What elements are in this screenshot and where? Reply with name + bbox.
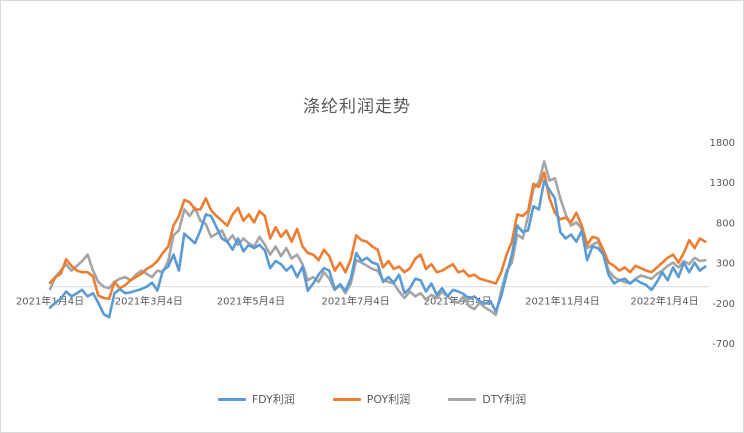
legend-label-dty: DTY利润 [482,393,527,406]
y-tick-labels: 1800 1300 800 300 -200 -700 [710,138,735,350]
chart-title: 涤纶利润走势 [303,97,411,117]
series-lines [48,160,707,319]
legend-item-fdy: FDY利润 [217,391,295,407]
y-tick-label: 1300 [710,178,735,189]
legend-swatch-poy [332,397,361,401]
y-tick-label: -700 [712,339,735,350]
y-tick-label: 1800 [710,138,735,149]
legend: FDY利润 POY利润 DTY利润 [0,391,744,407]
x-tick-label: 2021年11月4日 [525,295,600,308]
y-tick-label: 800 [716,218,735,229]
legend-item-dty: DTY利润 [448,391,526,407]
x-tick-label: 2021年1月4日 [16,295,84,308]
x-tick-label: 2021年7月4日 [322,295,390,308]
legend-label-poy: POY利润 [366,393,411,406]
legend-swatch-fdy [217,397,246,401]
y-tick-label: -200 [712,299,735,310]
legend-swatch-dty [448,397,477,401]
legend-item-poy: POY利润 [332,391,411,407]
y-tick-label: 300 [716,259,735,270]
x-tick-labels: 2021年1月4日 2021年3月4日 2021年5月4日 2021年7月4日 2021… [16,295,699,308]
x-tick-label: 2021年3月4日 [115,295,183,308]
series-line-dty [48,160,707,317]
x-tick-label: 2022年1月4日 [630,295,698,308]
x-tick-label: 2021年5月4日 [217,295,285,308]
series-line-poy [48,171,707,301]
series-line-fdy [48,179,707,319]
legend-label-fdy: FDY利润 [251,393,295,406]
